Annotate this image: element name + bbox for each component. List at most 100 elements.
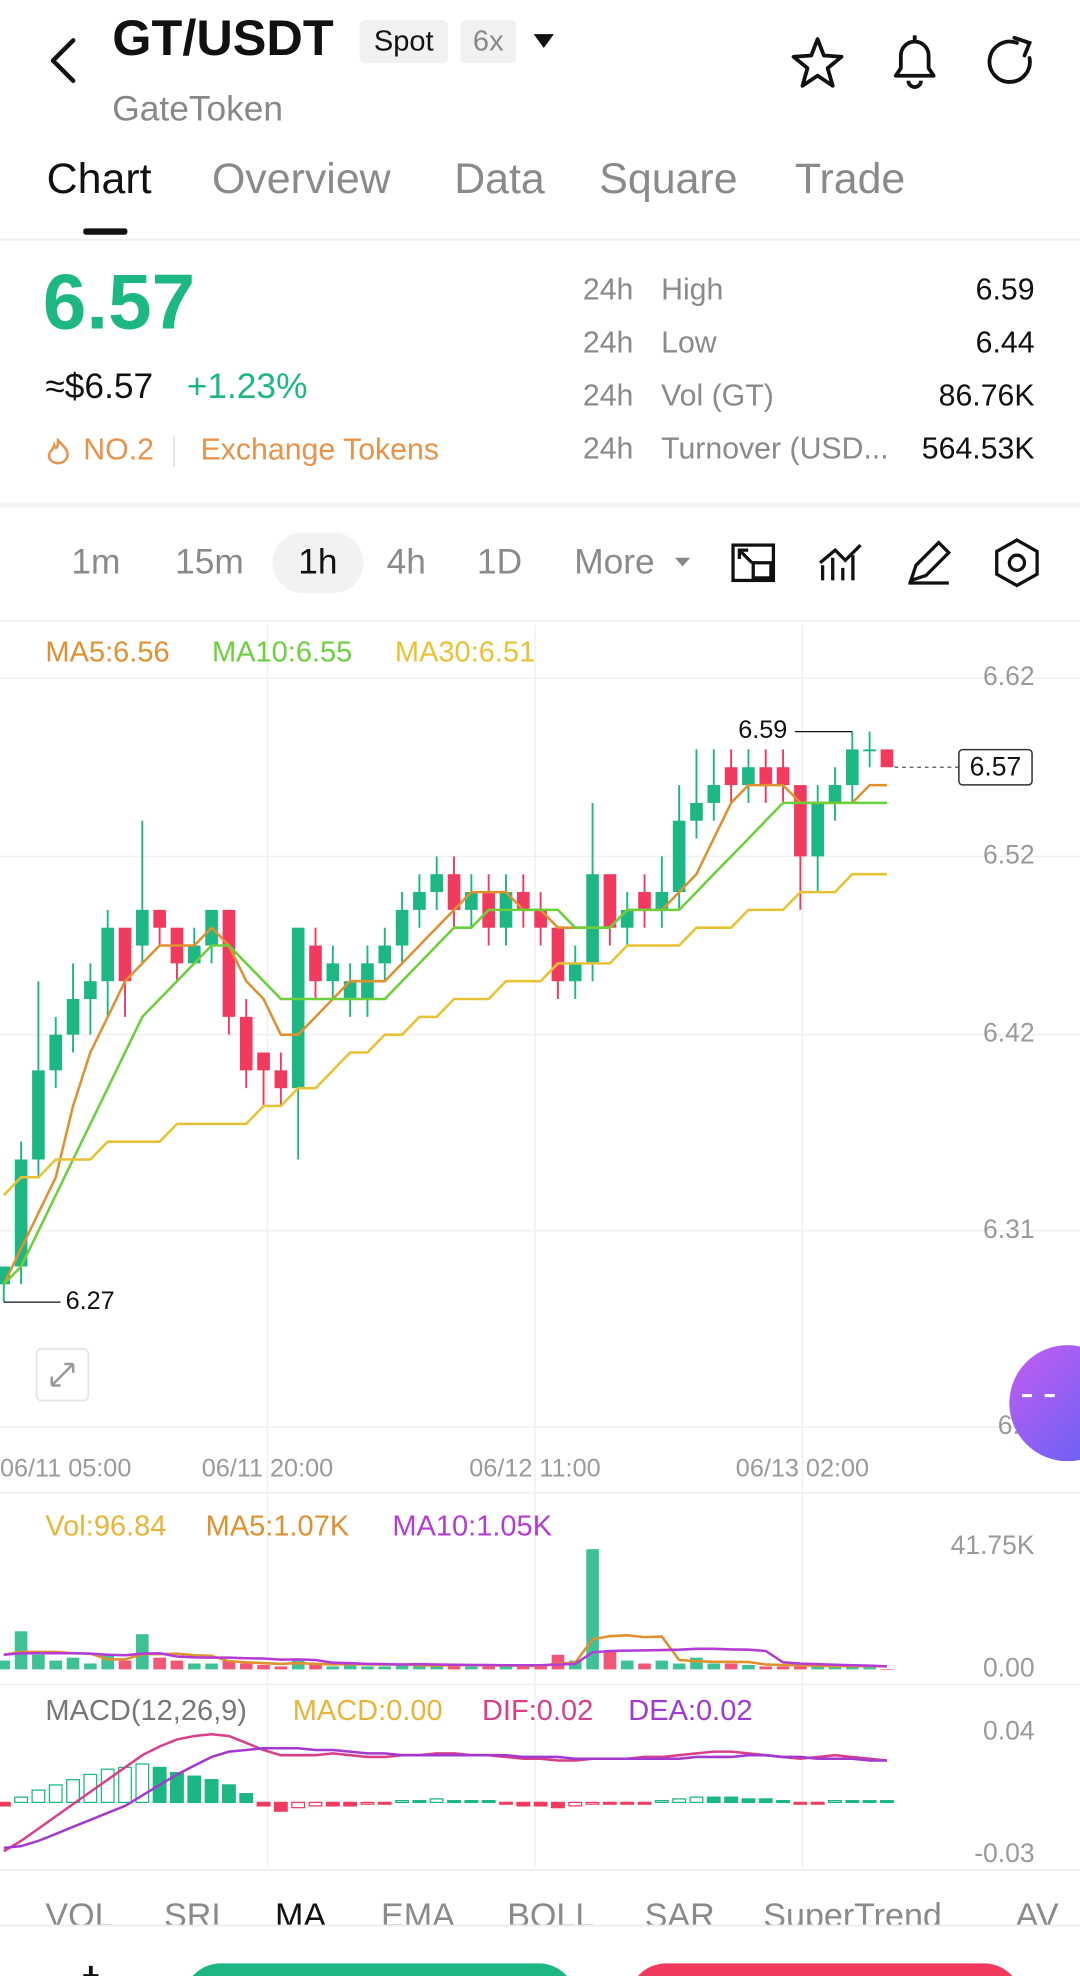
macd-bar [308, 1801, 323, 1807]
candle-body [430, 874, 444, 893]
candle-body [534, 909, 547, 928]
volume-bar [724, 1663, 738, 1670]
more-dropdown[interactable] [675, 557, 691, 567]
candle-body [378, 945, 392, 964]
last-price-label: 6.57 [970, 751, 1022, 781]
last-price-tag [958, 748, 1033, 786]
macd-bar [412, 1800, 427, 1804]
volume-bar [326, 1666, 340, 1670]
pair-title: GT/USDT [112, 9, 334, 66]
stat-value: 564.53K [922, 432, 1035, 465]
macd-bar [880, 1800, 894, 1804]
volume-bar [603, 1651, 617, 1670]
candle-body [343, 981, 357, 1000]
macd-bar [845, 1800, 860, 1804]
volume-bar [447, 1663, 461, 1670]
chart-tools [731, 538, 1039, 588]
candle-body [586, 874, 599, 964]
tool-settings-dot [1007, 553, 1027, 572]
macd-bar [239, 1793, 254, 1804]
assistant-button[interactable] [1009, 1345, 1080, 1462]
interval-active-bg [272, 532, 364, 594]
volume-bar [880, 1669, 894, 1670]
candle-body [66, 999, 80, 1035]
volume-ma-line [3, 1647, 888, 1668]
volume-bar [118, 1660, 132, 1670]
action-icon[interactable] [83, 1965, 99, 1976]
candle-body [153, 909, 166, 928]
interval[interactable]: 1D [477, 542, 522, 581]
candle-body [863, 749, 876, 752]
macd-bar [776, 1800, 790, 1804]
interval[interactable]: More [574, 542, 654, 581]
stat-value: 86.76K [939, 379, 1035, 412]
y-tick-label: 6.42 [983, 1018, 1035, 1048]
macd-bar [170, 1772, 184, 1804]
macd-bar [724, 1796, 739, 1804]
macd-bar [758, 1798, 773, 1804]
macd-bar [0, 1801, 11, 1807]
market-chip [359, 20, 448, 64]
volume-bar [811, 1666, 825, 1670]
volume-bar [759, 1666, 773, 1670]
market-label: Spot [374, 26, 434, 58]
macd-bar [395, 1800, 410, 1804]
macd-bar [793, 1801, 808, 1805]
interval[interactable]: 1m [71, 542, 120, 581]
macd-line [3, 1746, 887, 1850]
tab[interactable]: Square [599, 155, 737, 203]
tab[interactable]: Overview [212, 155, 392, 203]
sell-button[interactable] [628, 1963, 1022, 1976]
macd-bar [706, 1796, 721, 1804]
x-tick-label: 06/11 05:00 [0, 1455, 131, 1483]
candle-body [257, 1052, 270, 1071]
volume-bar [516, 1666, 530, 1670]
macd-bar [291, 1801, 306, 1809]
pair-dropdown[interactable] [533, 34, 554, 48]
share-icon[interactable] [987, 35, 1033, 84]
interval[interactable]: 1h [298, 542, 337, 581]
favorite-icon[interactable] [791, 37, 844, 88]
alert-icon[interactable] [893, 39, 936, 89]
x-tick-label: 06/13 02:00 [736, 1455, 869, 1483]
candle-body [413, 892, 426, 910]
candle-body [620, 909, 634, 928]
tab[interactable]: Chart [47, 155, 152, 203]
tab[interactable]: Trade [795, 155, 905, 203]
candle-body [880, 749, 894, 768]
macd-bar [533, 1801, 548, 1807]
macd-bar [499, 1801, 513, 1805]
tool-settings[interactable] [995, 538, 1039, 588]
volume-bar [153, 1657, 166, 1670]
sector[interactable]: Exchange Tokens [201, 434, 439, 467]
back-button[interactable] [50, 38, 76, 83]
stat-label: Turnover (USD... [661, 432, 889, 465]
candle-body [655, 892, 669, 910]
interval-bar: 1m 15m 1h 4h 1D More [71, 542, 654, 581]
tab[interactable]: Data [454, 155, 545, 203]
buy-button[interactable] [183, 1963, 577, 1976]
macd-bar [828, 1800, 842, 1804]
candle-body [222, 909, 236, 1017]
interval[interactable]: 4h [387, 542, 426, 581]
interval[interactable]: 15m [175, 542, 244, 581]
candle-body [638, 892, 651, 910]
volume-bar [863, 1666, 876, 1670]
candle-body [136, 909, 149, 946]
candle-body [568, 963, 582, 982]
macd-bar [377, 1801, 392, 1805]
x-tick-label: 06/12 11:00 [469, 1455, 600, 1483]
candle-body [447, 874, 461, 910]
macd-bar [672, 1798, 687, 1804]
candle-body [32, 1070, 45, 1160]
tool-indicators[interactable] [819, 543, 862, 581]
volume-bar [378, 1666, 392, 1670]
ma-line [2, 783, 887, 1285]
rank[interactable]: NO.2 [83, 434, 154, 467]
legend-entry: MA10:1.05K [392, 1511, 552, 1543]
tool-draw[interactable] [908, 540, 952, 585]
tool-fullscreen[interactable] [731, 543, 776, 583]
tab-indicator [83, 228, 128, 235]
